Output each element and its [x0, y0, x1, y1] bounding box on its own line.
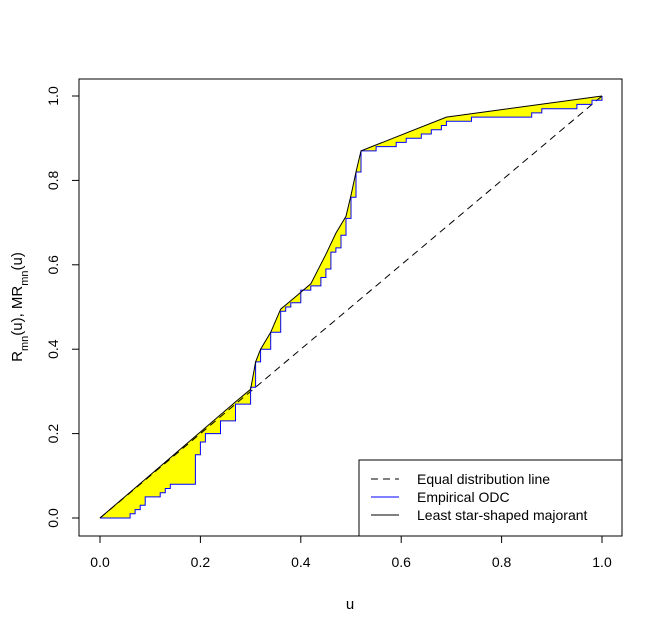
y-tick-label: 0.2 — [45, 424, 61, 444]
legend: Equal distribution line Empirical ODC Leas… — [358, 459, 623, 537]
y-tick-label: 0.4 — [45, 339, 61, 359]
legend-label: Least star-shaped majorant — [417, 507, 588, 523]
x-tick-label: 0.2 — [191, 554, 211, 570]
equal-distribution-line — [99, 95, 603, 519]
legend-label: Empirical ODC — [417, 489, 510, 505]
x-tick-label: 1.0 — [592, 554, 612, 570]
y-tick-label: 0.8 — [45, 170, 61, 190]
series-layer — [99, 95, 603, 519]
x-tick-label: 0.4 — [291, 554, 311, 570]
x-axis-title: u — [346, 596, 354, 613]
majorant-line — [99, 95, 603, 519]
fill-layer — [100, 96, 602, 518]
legend-box — [358, 459, 623, 537]
empirical-odc-line — [100, 96, 603, 519]
x-tick-label: 0.0 — [90, 554, 110, 570]
y-axis-title: Rmn(u), MRmn(u) — [9, 252, 31, 362]
y-tick-label: 1.0 — [45, 86, 61, 106]
legend-label: Equal distribution line — [417, 471, 550, 487]
area-fill — [100, 96, 602, 518]
x-tick-label: 0.6 — [391, 554, 411, 570]
x-tick-label: 0.8 — [492, 554, 512, 570]
y-tick-label: 0.0 — [45, 508, 61, 528]
y-tick-label: 0.6 — [45, 255, 61, 275]
